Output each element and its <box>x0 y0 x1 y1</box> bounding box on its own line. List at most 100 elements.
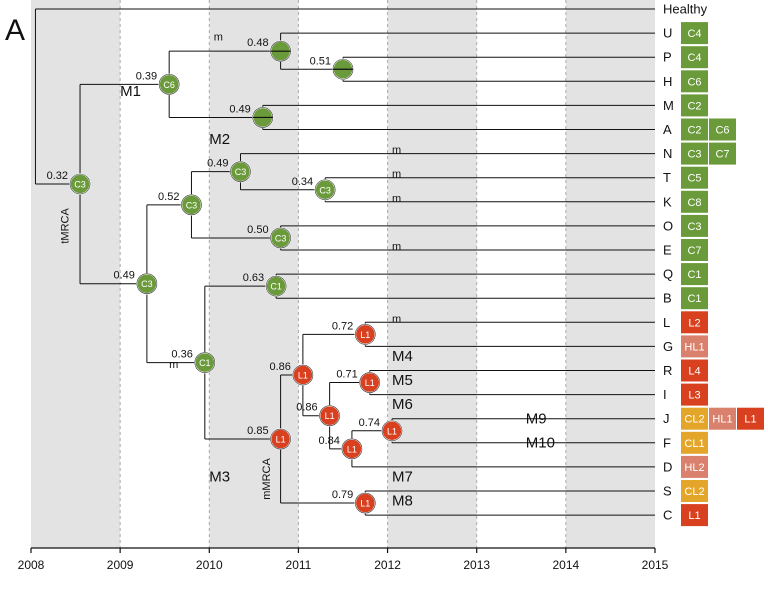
marker-label: m <box>392 169 401 181</box>
group-tag <box>681 118 708 141</box>
leaf-label: H <box>663 74 672 89</box>
group-tag-label: C3 <box>687 221 701 233</box>
group-tag <box>681 22 708 45</box>
group-tag-label: C1 <box>687 269 701 281</box>
node-marker-outline <box>270 428 291 450</box>
node-badge: C3 <box>186 200 198 210</box>
leaf-label: E <box>663 243 672 258</box>
group-tag <box>681 70 708 93</box>
group-tag <box>681 431 708 454</box>
node-badge: C3 <box>319 185 331 195</box>
support-value: 0.48 <box>247 37 268 49</box>
group-tag-label: C7 <box>715 149 729 161</box>
x-tick-label: 2014 <box>553 558 580 572</box>
leaf-label: P <box>663 50 672 65</box>
support-value: 0.49 <box>113 270 134 282</box>
support-value: 0.71 <box>336 369 357 381</box>
x-tick-label: 2013 <box>463 558 490 572</box>
x-tick-label: 2008 <box>18 558 45 572</box>
group-tag <box>681 239 708 261</box>
support-value: 0.49 <box>229 103 250 115</box>
x-tick-label: 2010 <box>196 558 223 572</box>
group-tag <box>681 166 708 189</box>
group-tag-label: CL1 <box>684 438 704 450</box>
mutation-label: M5 <box>392 372 413 389</box>
mutation-label: M6 <box>392 396 413 413</box>
group-tag-label: C2 <box>687 100 701 112</box>
group-tag <box>681 214 708 237</box>
leaf-label: I <box>663 387 667 402</box>
x-tick-label: 2011 <box>286 558 312 572</box>
marker-label: m <box>392 313 401 325</box>
leaf-label: D <box>663 459 672 474</box>
support-value: 0.74 <box>359 417 380 429</box>
group-tag <box>681 287 708 310</box>
marker-label: m <box>392 193 401 205</box>
mrca-label: mMRCA <box>261 458 273 500</box>
support-value: 0.39 <box>136 70 157 82</box>
leaf-label: R <box>663 363 672 378</box>
node-badge: L1 <box>360 330 370 340</box>
node-badge: C3 <box>275 233 287 243</box>
node-marker-outline <box>292 364 314 386</box>
leaf-label: C <box>663 508 672 523</box>
leaf-label: K <box>663 194 672 209</box>
group-tag <box>681 263 708 286</box>
node-badge: C3 <box>74 180 86 190</box>
group-tag <box>681 407 708 430</box>
support-value: 0.49 <box>207 158 228 170</box>
node-badge: L1 <box>347 444 357 454</box>
leaf-label: A <box>663 122 672 137</box>
group-tag-label: L4 <box>688 366 700 378</box>
mutation-label: M9 <box>526 411 547 428</box>
group-tag-label: C5 <box>687 173 701 185</box>
panel-label: A <box>5 14 25 47</box>
support-value: 0.50 <box>247 224 268 236</box>
mutation-label: M4 <box>392 348 413 365</box>
leaf-label: B <box>663 291 672 306</box>
node-badge: C6 <box>163 80 175 90</box>
x-tick-label: 2015 <box>642 558 669 572</box>
mrca-label: tMRCA <box>59 208 71 244</box>
node-marker-outline <box>354 324 376 345</box>
group-tag-label: L1 <box>688 510 700 522</box>
group-tag-label: C1 <box>687 293 701 305</box>
marker-label: m <box>169 359 178 371</box>
leaf-label: L <box>663 315 670 330</box>
group-tag <box>709 407 736 430</box>
group-tag-label: CL2 <box>684 414 704 426</box>
node-badge: C3 <box>235 167 247 177</box>
node-marker-outline <box>314 179 336 201</box>
group-tag-label: L3 <box>688 390 700 402</box>
group-tag <box>681 335 708 358</box>
support-value: 0.86 <box>296 402 317 414</box>
marker-label: m <box>392 241 401 253</box>
group-tag <box>681 190 708 213</box>
leaf-label: M <box>663 98 674 113</box>
leaf-label: T <box>663 170 671 185</box>
marker-label: m <box>214 31 223 43</box>
support-value: 0.52 <box>158 191 179 203</box>
group-tag <box>681 142 708 165</box>
group-tag <box>681 311 708 334</box>
node-badge: L1 <box>298 371 308 381</box>
node-marker-outline <box>341 438 363 460</box>
node-badge: C1 <box>270 282 282 292</box>
group-tag-label: C4 <box>687 52 701 64</box>
group-tag-label: L2 <box>688 317 700 329</box>
group-tag <box>681 455 708 478</box>
group-tag-label: C7 <box>687 245 701 257</box>
support-value: 0.86 <box>269 361 290 373</box>
group-tag-label: HL2 <box>684 462 704 474</box>
group-tag-label: C2 <box>687 125 701 137</box>
node-badge: L1 <box>387 426 397 436</box>
node-marker-outline <box>69 173 91 195</box>
support-value: 0.32 <box>47 170 68 182</box>
node-marker-outline <box>381 420 403 442</box>
node-badge: C3 <box>141 279 153 289</box>
leaf-label: S <box>663 484 672 499</box>
group-tag-label: C6 <box>715 125 729 137</box>
support-value: 0.63 <box>243 272 264 284</box>
node-marker-outline <box>354 492 376 514</box>
